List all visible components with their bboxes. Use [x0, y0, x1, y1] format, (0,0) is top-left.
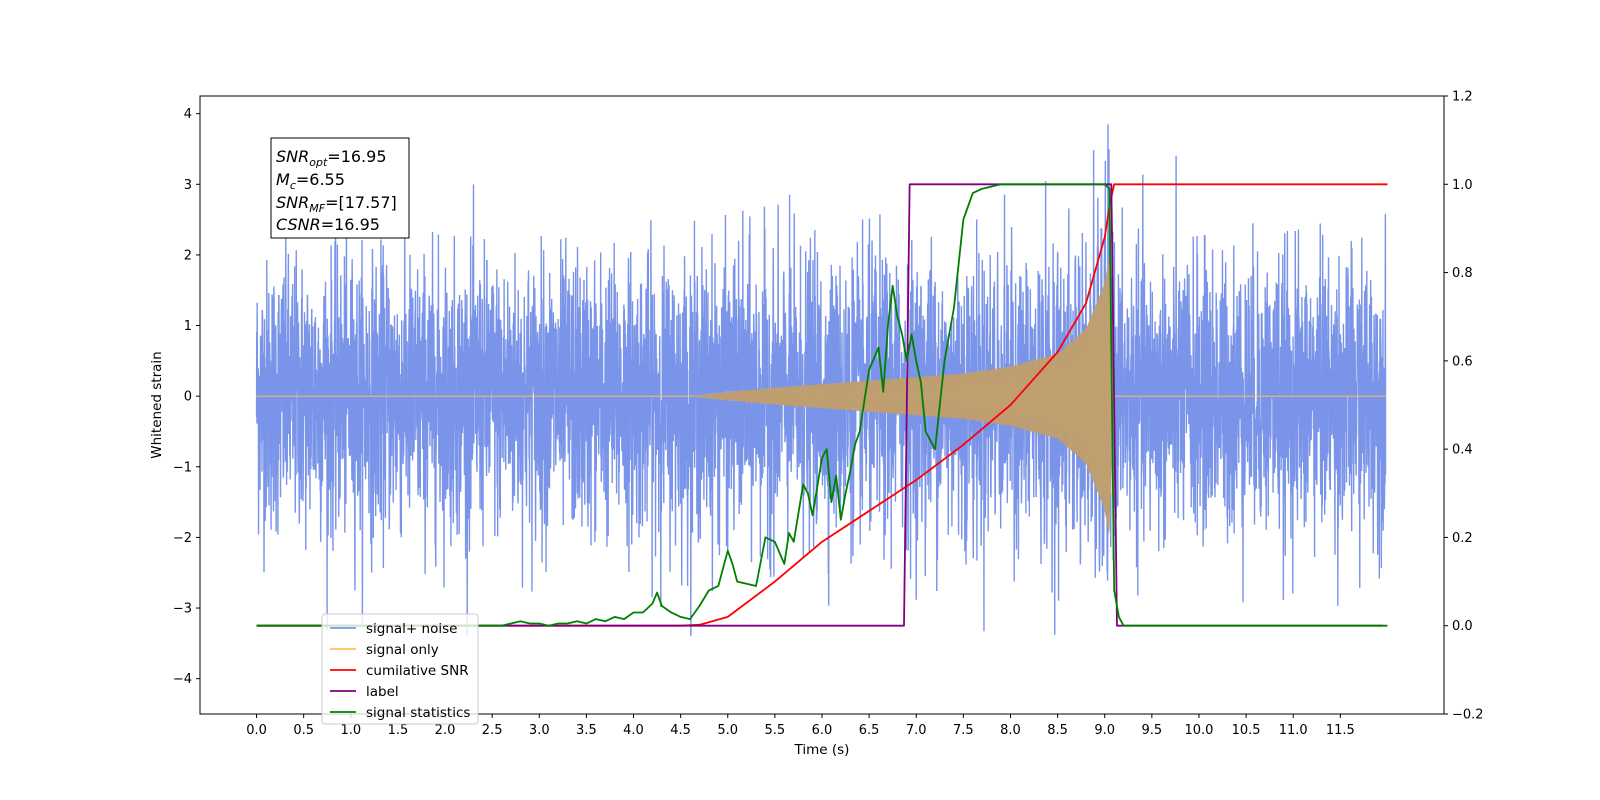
legend: signal+ noise signal only cumilative SNR la…: [321, 613, 479, 725]
x-axis-title: Time (s): [794, 742, 850, 758]
y-right-tick-label: 0.4: [1452, 443, 1473, 458]
x-tick-label: 2.0: [435, 723, 456, 738]
x-tick-label: 11.0: [1279, 723, 1308, 738]
y-right-tick-label: −0.2: [1452, 708, 1484, 723]
series-signal-noise: [255, 124, 1387, 637]
y-right-tick-label: 0.0: [1452, 619, 1473, 634]
legend-label: signal only: [366, 642, 439, 658]
annotation-csnr: CSNR=16.95: [276, 215, 380, 234]
y-right-tick-label: 0.2: [1452, 531, 1473, 546]
annotation-box: SNRopt=16.95 Mc=6.55 SNRMF=[17.57] CSNR=…: [270, 137, 410, 239]
x-tick-label: 1.5: [388, 723, 409, 738]
annotation-frame: [270, 137, 410, 239]
y-axis-title: Whitened strain: [149, 351, 165, 458]
legend-label: label: [366, 684, 399, 700]
y-left-tick-label: 1: [184, 319, 192, 334]
x-tick-label: 5.5: [765, 723, 786, 738]
x-tick-label: 4.5: [670, 723, 691, 738]
x-tick-label: 11.5: [1326, 723, 1355, 738]
y-left-tick-label: 2: [184, 248, 192, 263]
x-tick-label: 1.0: [340, 723, 361, 738]
series-signal-only-envelope: [256, 257, 1386, 535]
x-tick-label: 8.0: [1000, 723, 1021, 738]
series-cumilative-snr: [256, 183, 1388, 627]
x-tick-label: 4.0: [623, 723, 644, 738]
y-right-tick-label: 1.0: [1452, 178, 1473, 193]
y-left-tick-label: 3: [184, 178, 192, 193]
legend-items: signal+ noise signal only cumilative SNR la…: [330, 621, 470, 721]
y-left-tick-label: 0: [184, 390, 192, 405]
x-tick-label: 10.0: [1184, 723, 1213, 738]
x-tick-label: 3.0: [529, 723, 550, 738]
y-left-tick-label: −2: [173, 531, 192, 546]
x-tick-label: 2.5: [482, 723, 503, 738]
x-tick-label: 10.5: [1232, 723, 1261, 738]
legend-label: cumilative SNR: [366, 663, 469, 679]
x-axis-ticks: 0.0 0.5 1.0 1.5 2.0 2.5 3.0 3.5 4.0 4.5 5.0 5.5 6.0 6…: [246, 714, 1355, 738]
y-right-tick-label: 0.8: [1452, 266, 1473, 281]
plot-series-layer: [255, 124, 1388, 637]
annotation-snr-mf: SNRMF=[17.57]: [276, 193, 397, 215]
x-tick-label: 9.5: [1142, 723, 1163, 738]
y-right-axis-ticks: 1.2 1.0 0.8 0.6 0.4 0.2 0.0 −0.2: [1444, 90, 1484, 723]
y-left-tick-label: −4: [173, 672, 192, 687]
legend-label: signal+ noise: [366, 621, 457, 637]
x-tick-label: 6.0: [812, 723, 833, 738]
x-tick-label: 8.5: [1047, 723, 1068, 738]
legend-label: signal statistics: [366, 705, 470, 721]
y-left-axis-ticks: 4 3 2 1 0 −1 −2 −3 −4: [173, 107, 200, 687]
x-tick-label: 6.5: [859, 723, 880, 738]
x-tick-label: 7.0: [906, 723, 927, 738]
legend-frame: [321, 613, 479, 725]
x-tick-label: 9.0: [1094, 723, 1115, 738]
annotation-snr-opt: SNRopt=16.95: [276, 147, 387, 169]
annotation-mc: Mc=6.55: [276, 170, 345, 192]
y-left-tick-label: 4: [184, 107, 192, 122]
y-left-tick-label: −1: [173, 460, 192, 475]
y-left-tick-label: −3: [173, 602, 192, 617]
x-tick-label: 5.0: [717, 723, 738, 738]
x-tick-label: 0.5: [293, 723, 314, 738]
x-tick-label: 0.0: [246, 723, 267, 738]
x-tick-label: 7.5: [953, 723, 974, 738]
y-right-tick-label: 0.6: [1452, 354, 1473, 369]
y-right-tick-label: 1.2: [1452, 90, 1473, 105]
x-tick-label: 3.5: [576, 723, 597, 738]
series-signal-statistics: [256, 183, 1388, 627]
